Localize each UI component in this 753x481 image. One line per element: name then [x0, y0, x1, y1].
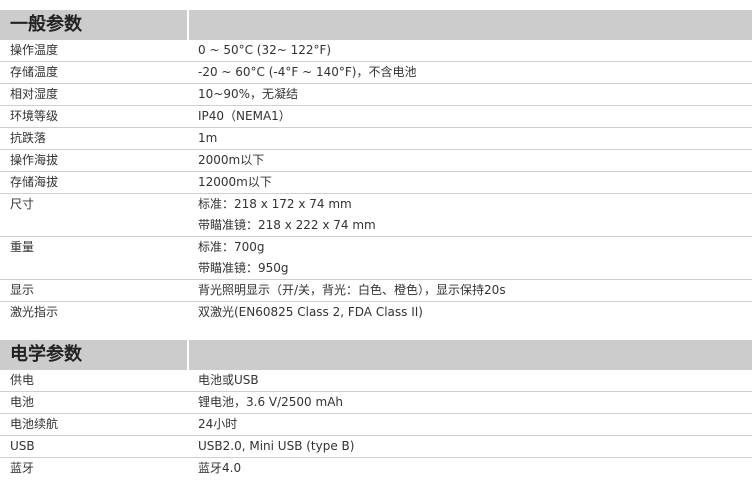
spec-value-line: 带瞄准镜：950g: [198, 261, 289, 275]
spec-label: 激光指示: [10, 305, 59, 319]
spec-value-line: 标准：700g: [198, 240, 265, 254]
table-row: 电池 锂电池，3.6 V/2500 mAh: [0, 392, 752, 414]
section-header: 一般参数: [0, 10, 752, 40]
section-header: 电学参数: [0, 340, 752, 370]
spec-label: 电池: [10, 395, 35, 409]
table-row: 操作温度 0 ~ 50°C (32~ 122°F): [0, 40, 752, 62]
spec-value-line: 背光照明显示（开/关，背光：白色、橙色），显示保持20s: [198, 283, 506, 297]
spec-value: 12000m以下: [198, 172, 752, 193]
spec-value-line: IP40（NEMA1）: [198, 109, 291, 123]
spec-value-line: 双激光(EN60825 Class 2, FDA Class II): [198, 305, 423, 319]
spec-label: 操作海拔: [10, 153, 59, 167]
table-row: 抗跌落 1m: [0, 128, 752, 150]
table-row: 蓝牙 蓝牙4.0: [0, 458, 752, 479]
spec-value: 10~90%，无凝结: [198, 84, 752, 105]
spec-section: 电学参数供电 电池或USB 电池 锂电池，3.6 V/2500 mAh 电池续航 24小时…: [0, 340, 752, 479]
table-row: 尺寸 标准：218 x 172 x 74 mm 带瞄准镜：218 x 222 x 7…: [0, 194, 752, 237]
spec-value: IP40（NEMA1）: [198, 106, 752, 127]
spec-value-line: 锂电池，3.6 V/2500 mAh: [198, 395, 344, 409]
spec-value: 0 ~ 50°C (32~ 122°F): [198, 40, 752, 61]
table-row: 存储温度 -20 ~ 60°C (-4°F ~ 140°F)，不含电池: [0, 62, 752, 84]
section-title: 一般参数: [0, 10, 189, 40]
spec-label: 蓝牙: [10, 461, 35, 475]
spec-value: -20 ~ 60°C (-4°F ~ 140°F)，不含电池: [198, 62, 752, 83]
spec-label: 显示: [10, 283, 35, 297]
spec-value-line: -20 ~ 60°C (-4°F ~ 140°F)，不含电池: [198, 65, 417, 79]
spec-label: 抗跌落: [10, 131, 47, 145]
spec-value-line: 10~90%，无凝结: [198, 87, 298, 101]
spec-value-line: 24小时: [198, 417, 238, 431]
table-row: 操作海拔 2000m以下: [0, 150, 752, 172]
spec-value-line: 电池或USB: [198, 373, 259, 387]
spec-value: 24小时: [198, 414, 752, 435]
spec-value: 双激光(EN60825 Class 2, FDA Class II): [198, 302, 752, 323]
spec-value-line: 2000m以下: [198, 153, 265, 167]
spec-label: 相对湿度: [10, 87, 59, 101]
spec-value: 背光照明显示（开/关，背光：白色、橙色），显示保持20s: [198, 280, 752, 301]
table-row: USB USB2.0, Mini USB (type B): [0, 436, 752, 458]
spec-value-line: 12000m以下: [198, 175, 272, 189]
spec-section: 一般参数操作温度 0 ~ 50°C (32~ 122°F) 存储温度 -20 ~ 60…: [0, 10, 752, 323]
spec-value: 标准：218 x 172 x 74 mm 带瞄准镜：218 x 222 x 74 …: [198, 194, 752, 236]
table-row: 激光指示 双激光(EN60825 Class 2, FDA Class II): [0, 302, 752, 323]
spec-value-line: 带瞄准镜：218 x 222 x 74 mm: [198, 218, 376, 232]
spec-value: 锂电池，3.6 V/2500 mAh: [198, 392, 752, 413]
table-row: 显示 背光照明显示（开/关，背光：白色、橙色），显示保持20s: [0, 280, 752, 302]
spec-label: 操作温度: [10, 43, 59, 57]
spec-value: 1m: [198, 128, 752, 149]
table-row: 重量 标准：700g 带瞄准镜：950g: [0, 237, 752, 280]
table-row: 供电 电池或USB: [0, 370, 752, 392]
spec-value: 2000m以下: [198, 150, 752, 171]
spec-label: 环境等级: [10, 109, 59, 123]
spec-label: 尺寸: [10, 197, 35, 211]
table-row: 电池续航 24小时: [0, 414, 752, 436]
spec-label: USB: [10, 439, 35, 453]
spec-label: 电池续航: [10, 417, 59, 431]
spec-value: 蓝牙4.0: [198, 458, 752, 479]
spec-label: 存储海拔: [10, 175, 59, 189]
spec-value: USB2.0, Mini USB (type B): [198, 436, 752, 457]
table-row: 环境等级 IP40（NEMA1）: [0, 106, 752, 128]
spec-value: 电池或USB: [198, 370, 752, 391]
spec-value-line: 蓝牙4.0: [198, 461, 242, 475]
section-title: 电学参数: [0, 340, 189, 370]
table-row: 存储海拔 12000m以下: [0, 172, 752, 194]
spec-value-line: 0 ~ 50°C (32~ 122°F): [198, 43, 332, 57]
spec-value-line: USB2.0, Mini USB (type B): [198, 439, 355, 453]
table-row: 相对湿度 10~90%，无凝结: [0, 84, 752, 106]
spec-value-line: 标准：218 x 172 x 74 mm: [198, 197, 352, 211]
spec-value-line: 1m: [198, 131, 218, 145]
spec-label: 供电: [10, 373, 35, 387]
spec-value: 标准：700g 带瞄准镜：950g: [198, 237, 752, 279]
spec-label: 存储温度: [10, 65, 59, 79]
spec-label: 重量: [10, 240, 35, 254]
